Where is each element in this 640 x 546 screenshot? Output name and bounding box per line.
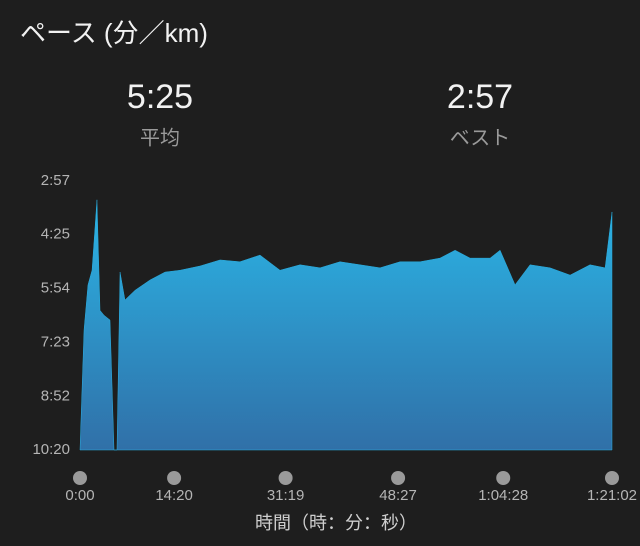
- y-tick-label: 7:23: [41, 333, 70, 350]
- x-tick: [278, 471, 293, 485]
- x-tick: [391, 471, 406, 485]
- x-tick-label: 1:21:02: [587, 487, 637, 504]
- y-tick-label: 8:52: [41, 388, 70, 405]
- y-tick-label: 4:25: [41, 225, 70, 242]
- area: [79, 199, 613, 451]
- stat-label: 平均: [140, 126, 180, 149]
- y-tick-label: 10:20: [32, 441, 70, 458]
- x-tick: [605, 471, 619, 485]
- x-axis-title: 時間（時：分：秒）: [255, 513, 417, 533]
- x-tick-label: 31:19: [267, 487, 305, 504]
- x-tick-label: 48:27: [379, 487, 417, 504]
- y-tick-label: 5:54: [41, 279, 70, 296]
- chart-title: ペース (分／km): [20, 18, 208, 48]
- x-tick-label: 1:04:28: [478, 487, 528, 504]
- stat-label: ベスト: [450, 127, 510, 149]
- stat-value: 5:25: [127, 78, 193, 116]
- y-tick-label: 2:57: [41, 172, 70, 189]
- x-tick: [496, 471, 511, 485]
- x-tick-label: 14:20: [155, 487, 193, 504]
- x-tick: [167, 471, 182, 485]
- x-tick: [73, 471, 87, 485]
- x-tick-label: 0:00: [65, 487, 94, 504]
- stat-value: 2:57: [447, 78, 513, 116]
